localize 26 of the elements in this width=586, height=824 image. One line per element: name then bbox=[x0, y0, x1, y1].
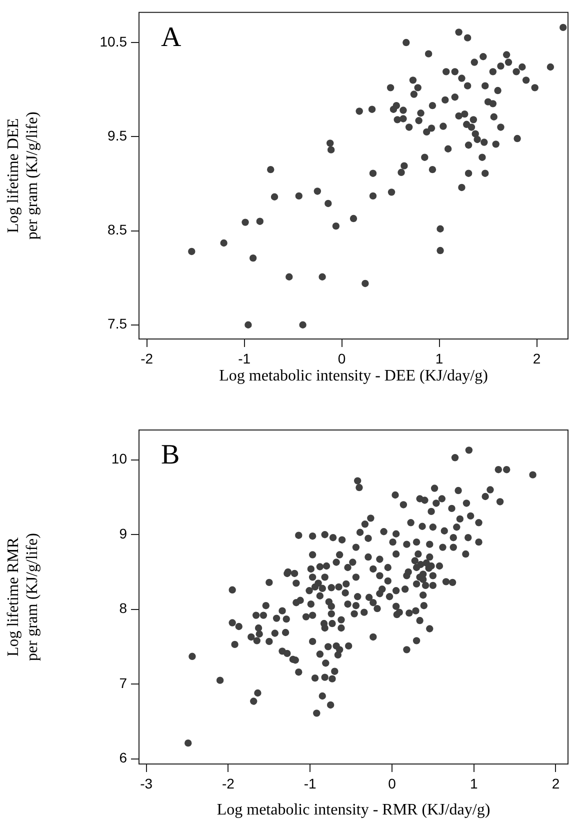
x-tick-label: 1 bbox=[470, 775, 478, 792]
y-tick-label: 7 bbox=[119, 674, 128, 691]
y-tick-label: 9.5 bbox=[108, 128, 128, 144]
y-tick-label: 8.5 bbox=[108, 222, 128, 238]
y-tick-label: 9 bbox=[119, 525, 128, 542]
annotation: B bbox=[161, 439, 180, 470]
x-tick-label: -2 bbox=[140, 350, 154, 366]
y-tick-label: 10.5 bbox=[100, 33, 128, 50]
x-tick-label: 1 bbox=[435, 350, 444, 366]
y-tick-label: 6 bbox=[119, 750, 128, 766]
y-axis-title: Log lifetime DEE per gram (KJ/g/life) bbox=[4, 112, 42, 240]
y-tick-label: 10 bbox=[111, 450, 128, 467]
x-tick-label: 0 bbox=[388, 775, 396, 792]
y-tick-label: 7.5 bbox=[108, 316, 128, 332]
x-axis-title: Log metabolic intensity - RMR (KJ/day/g) bbox=[216, 802, 490, 819]
x-tick-label: 2 bbox=[552, 775, 560, 792]
x-tick-label: -2 bbox=[222, 775, 235, 792]
annotation: A bbox=[161, 22, 182, 53]
x-tick-label: -1 bbox=[238, 350, 251, 366]
y-tick-label: 8 bbox=[119, 600, 128, 616]
y-axis-title: Log lifetime RMR per gram (KJ/g/life) bbox=[4, 533, 42, 661]
x-tick-label: 2 bbox=[532, 350, 541, 366]
x-tick-label: -1 bbox=[304, 775, 317, 792]
x-axis-title: Log metabolic intensity - DEE (KJ/day/g) bbox=[219, 368, 488, 385]
x-tick-label: -3 bbox=[140, 775, 153, 792]
x-tick-label: 0 bbox=[338, 350, 346, 366]
